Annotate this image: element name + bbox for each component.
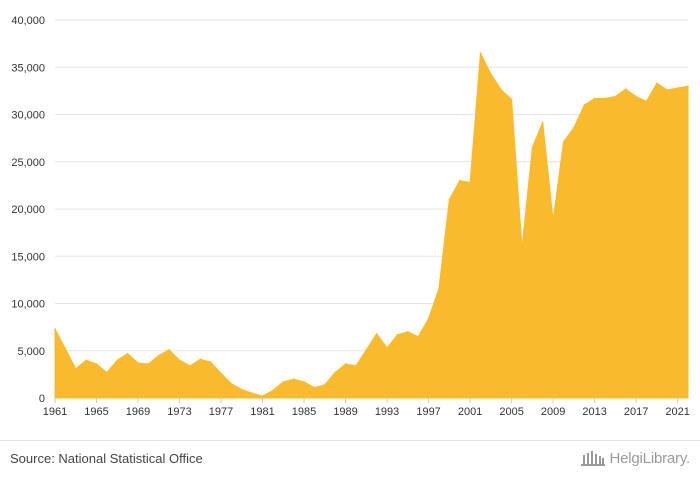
x-tick-label: 1981 (250, 406, 274, 418)
data-point[interactable] (573, 126, 575, 129)
data-point[interactable] (624, 88, 627, 90)
data-point[interactable] (344, 363, 347, 365)
x-tick-label: 1989 (333, 406, 357, 418)
x-tick-label: 1997 (416, 406, 440, 418)
data-point[interactable] (438, 287, 440, 290)
data-point[interactable] (583, 104, 586, 106)
data-point[interactable] (500, 89, 503, 91)
data-point[interactable] (687, 85, 689, 87)
data-point[interactable] (168, 349, 170, 351)
library-building-icon (580, 451, 605, 466)
data-point[interactable] (178, 359, 181, 362)
area-series (54, 52, 689, 399)
x-tick-label: 1961 (43, 406, 67, 418)
x-tick-label: 1973 (167, 406, 191, 418)
data-point[interactable] (490, 73, 492, 75)
data-point[interactable] (251, 392, 253, 395)
y-tick-label: 25,000 (11, 157, 45, 169)
data-point[interactable] (261, 395, 264, 397)
data-point[interactable] (676, 87, 679, 89)
data-point[interactable] (189, 365, 191, 367)
data-point[interactable] (282, 381, 285, 383)
y-tick-label: 10,000 (11, 299, 45, 311)
y-tick-label: 0 (39, 393, 45, 405)
area-chart: 0 5,000 10,000 15,000 20,000 25,000 30,000 35,0… (11, 15, 690, 418)
data-point[interactable] (74, 367, 77, 370)
data-point[interactable] (645, 100, 648, 103)
data-point[interactable] (407, 331, 409, 333)
data-point[interactable] (64, 348, 67, 350)
data-point[interactable] (656, 82, 658, 85)
data-point[interactable] (521, 246, 523, 249)
data-point[interactable] (303, 381, 305, 383)
gridlines (55, 19, 688, 399)
source-note: Source: National Statistical Office (10, 451, 203, 466)
data-point[interactable] (54, 328, 56, 330)
data-point[interactable] (604, 97, 606, 100)
data-point[interactable] (147, 363, 150, 365)
data-point[interactable] (95, 363, 98, 365)
data-point[interactable] (292, 378, 295, 380)
data-point[interactable] (427, 317, 430, 320)
data-point[interactable] (614, 95, 617, 98)
data-point[interactable] (458, 179, 461, 182)
x-tick-label: 2001 (458, 406, 482, 418)
helgi-library-logo[interactable]: HelgiLibrary. (580, 449, 691, 467)
data-point[interactable] (116, 359, 119, 362)
x-tick-label: 2009 (541, 406, 565, 418)
data-point[interactable] (240, 388, 243, 391)
data-point[interactable] (157, 354, 160, 357)
data-point[interactable] (334, 371, 336, 374)
x-tick-label: 2017 (624, 406, 648, 418)
x-tick-label: 1977 (209, 406, 233, 418)
data-point[interactable] (209, 361, 212, 363)
data-point[interactable] (417, 335, 420, 338)
data-point[interactable] (396, 333, 399, 336)
brand-name: HelgiLibrary. (609, 449, 691, 467)
x-tick-label: 1993 (375, 406, 399, 418)
data-point[interactable] (106, 371, 108, 374)
data-point[interactable] (324, 383, 326, 386)
data-point[interactable] (85, 359, 87, 362)
data-point[interactable] (635, 95, 637, 98)
footer-divider (0, 440, 700, 441)
data-point[interactable] (137, 362, 139, 364)
data-point[interactable] (552, 219, 554, 222)
x-tick-label: 1969 (126, 406, 150, 418)
y-tick-label: 30,000 (11, 110, 45, 122)
series-area (54, 52, 689, 399)
data-point[interactable] (126, 352, 129, 355)
data-point[interactable] (562, 141, 565, 143)
data-point[interactable] (469, 181, 471, 184)
x-tick-label: 2021 (665, 406, 689, 418)
data-point[interactable] (272, 389, 274, 392)
data-point[interactable] (220, 372, 222, 375)
y-tick-label: 15,000 (11, 251, 45, 263)
data-point[interactable] (593, 97, 596, 100)
y-tick-label: 5,000 (17, 346, 45, 358)
y-axis-ticks: 0 5,000 10,000 15,000 20,000 25,000 30,000 35,0… (11, 15, 45, 405)
y-tick-label: 20,000 (11, 204, 45, 216)
data-point[interactable] (479, 52, 482, 54)
data-point[interactable] (510, 98, 513, 101)
data-point[interactable] (666, 89, 669, 91)
x-tick-label: 1965 (84, 406, 108, 418)
data-point[interactable] (199, 358, 202, 361)
y-tick-label: 35,000 (11, 62, 45, 74)
x-tick-label: 1985 (292, 406, 316, 418)
data-point[interactable] (531, 146, 534, 149)
y-tick-label: 40,000 (11, 15, 45, 27)
x-axis-ticks: 1961 1965 1969 1973 1977 1981 1985 1989 1993 1997… (43, 398, 690, 418)
x-tick-label: 2013 (582, 406, 606, 418)
data-point[interactable] (230, 383, 233, 385)
data-point[interactable] (375, 332, 378, 335)
data-point[interactable] (386, 347, 388, 349)
data-point[interactable] (541, 121, 544, 123)
data-point[interactable] (448, 198, 451, 201)
data-point[interactable] (355, 365, 357, 367)
x-tick-label: 2005 (499, 406, 523, 418)
data-point[interactable] (313, 386, 316, 389)
data-point[interactable] (365, 349, 368, 351)
